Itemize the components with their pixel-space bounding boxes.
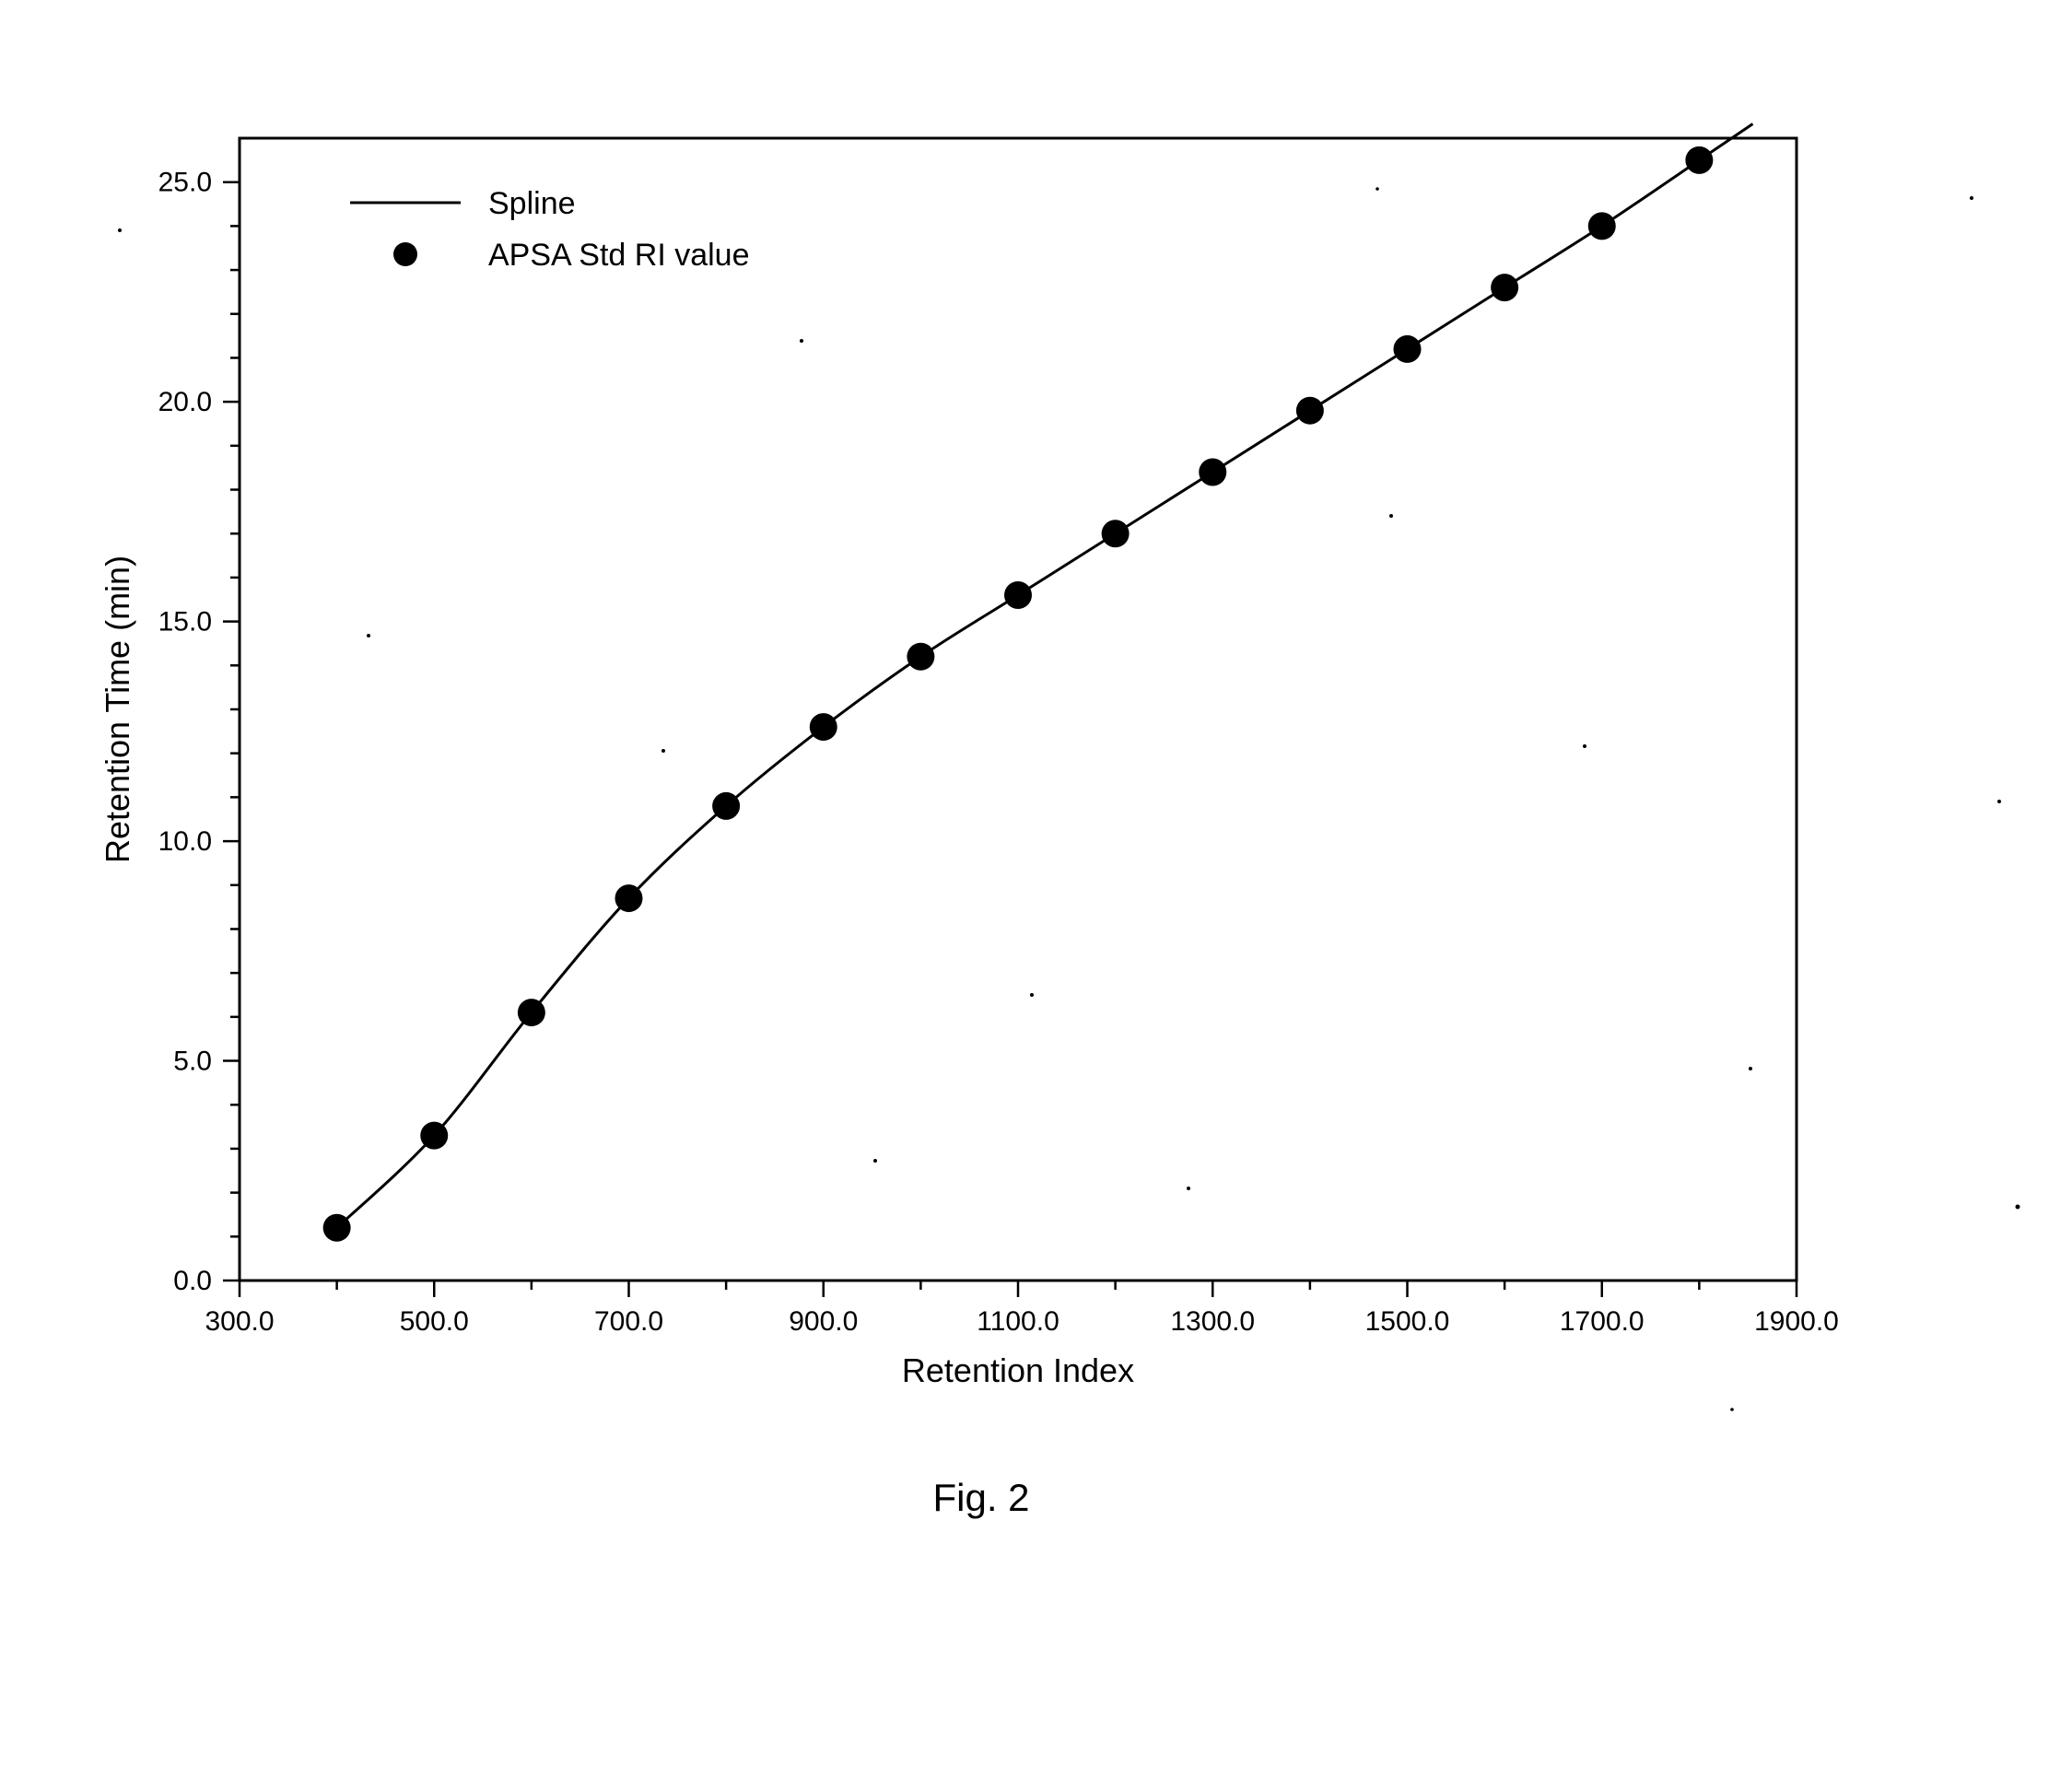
y-tick-label: 15.0 [158, 607, 212, 637]
legend-label: Spline [488, 186, 576, 221]
noise-speckle [1030, 993, 1034, 997]
data-point [1102, 520, 1130, 547]
y-axis-label: Retention Time (min) [99, 556, 136, 863]
noise-speckle [661, 749, 665, 753]
data-point [1588, 212, 1616, 240]
data-point [1491, 274, 1518, 301]
data-point [323, 1214, 351, 1242]
noise-speckle [873, 1159, 877, 1163]
data-point [518, 999, 545, 1026]
data-point [1685, 146, 1713, 174]
data-point [810, 713, 837, 741]
y-tick-label: 5.0 [173, 1047, 212, 1077]
noise-speckle [367, 634, 370, 637]
y-tick-label: 0.0 [173, 1266, 212, 1296]
noise-speckle [1187, 1187, 1190, 1190]
chart-svg: 300.0 500.0 700.0 900.0 1100.0 1300.0 1500.0 17… [0, 0, 2072, 1766]
noise-speckle [118, 228, 122, 232]
noise-speckle [1749, 1067, 1752, 1070]
legend-marker-sample [393, 242, 417, 266]
y-tick-label: 10.0 [158, 826, 212, 857]
noise-speckle [1375, 187, 1379, 191]
y-tick-label: 20.0 [158, 387, 212, 417]
figure-caption: Fig. 2 [932, 1476, 1029, 1519]
legend-label: APSA Std RI value [488, 238, 750, 273]
data-point [420, 1122, 448, 1150]
background [0, 0, 2072, 1766]
x-tick-label: 1700.0 [1560, 1306, 1645, 1337]
x-tick-label: 1900.0 [1754, 1306, 1839, 1337]
data-point [1296, 397, 1324, 425]
x-tick-label: 1500.0 [1365, 1306, 1450, 1337]
x-tick-label: 1100.0 [977, 1306, 1059, 1337]
x-tick-label: 900.0 [789, 1306, 858, 1337]
noise-speckle [800, 339, 803, 343]
figure-container: 300.0 500.0 700.0 900.0 1100.0 1300.0 1500.0 17… [0, 0, 2072, 1766]
y-tick-label: 25.0 [158, 168, 212, 198]
noise-speckle [1389, 514, 1393, 518]
x-tick-label: 700.0 [594, 1306, 663, 1337]
data-point [1199, 458, 1226, 485]
noise-speckle [1730, 1408, 1734, 1411]
x-tick-label: 300.0 [205, 1306, 274, 1337]
x-tick-label: 1300.0 [1170, 1306, 1255, 1337]
noise-speckle [1997, 800, 2001, 803]
noise-speckle [1583, 744, 1586, 748]
x-tick-label: 500.0 [400, 1306, 469, 1337]
noise-speckle [2016, 1205, 2020, 1210]
data-point [907, 643, 934, 671]
x-axis-label: Retention Index [902, 1351, 1134, 1389]
noise-speckle [1970, 196, 1973, 200]
data-point [712, 792, 740, 820]
data-point [615, 884, 643, 912]
data-point [1004, 581, 1032, 609]
data-point [1394, 335, 1422, 363]
